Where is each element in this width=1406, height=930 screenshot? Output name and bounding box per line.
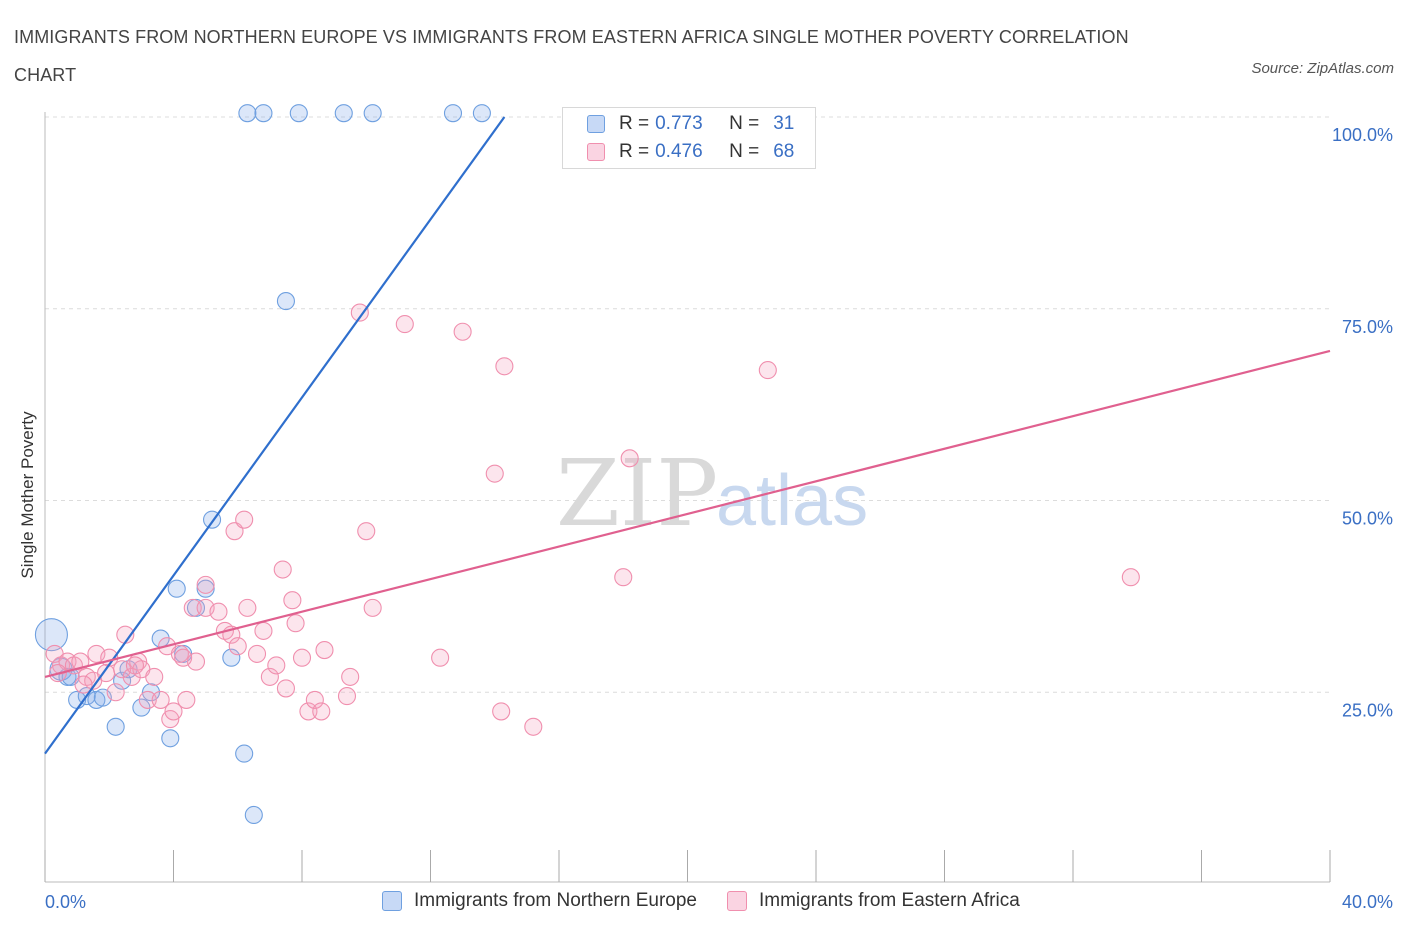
legend-row-northern-europe: R = 0.773 N = 31 — [587, 111, 794, 137]
data-point — [164, 702, 183, 721]
data-point — [357, 522, 376, 541]
data-point — [125, 656, 144, 675]
trend-line — [44, 116, 506, 755]
data-point — [167, 579, 186, 598]
data-point — [238, 104, 257, 123]
legend-item-northern-europe[interactable]: Immigrants from Northern Europe — [382, 890, 697, 912]
data-point — [145, 667, 164, 686]
data-point — [238, 598, 257, 617]
data-point — [286, 614, 305, 633]
y-tick-label: 100.0% — [1332, 125, 1393, 145]
data-point — [289, 104, 308, 123]
chart-title: IMMIGRANTS FROM NORTHERN EUROPE VS IMMIG… — [14, 27, 1129, 85]
data-point — [334, 104, 353, 123]
data-point — [431, 648, 450, 667]
data-point — [620, 449, 639, 468]
data-point — [492, 702, 511, 721]
data-point — [273, 560, 292, 579]
y-tick-label: 50.0% — [1342, 509, 1393, 529]
legend-swatch-blue — [382, 891, 402, 911]
data-point — [222, 648, 241, 667]
y-tick-label: 25.0% — [1342, 700, 1393, 720]
legend-r-value: 0.773 — [655, 113, 703, 134]
data-point — [106, 717, 125, 736]
legend-r-label: R = — [619, 113, 650, 134]
data-point — [299, 702, 318, 721]
data-point — [34, 618, 68, 652]
legend-series-name: Immigrants from Eastern Africa — [759, 890, 1020, 911]
y-tick-label: 75.0% — [1342, 317, 1393, 337]
data-point — [315, 641, 334, 660]
x-tick-label: 40.0% — [1342, 892, 1393, 912]
data-point — [196, 575, 215, 594]
data-point — [254, 621, 273, 640]
legend-n-value: 68 — [773, 141, 795, 162]
data-point — [138, 690, 157, 709]
data-point — [614, 568, 633, 587]
data-point — [495, 357, 514, 376]
legend-r-label: R = — [619, 141, 650, 162]
data-point — [472, 104, 491, 123]
stats-legend: R = 0.773 N = 31 R = 0.476 N = 68 — [562, 107, 816, 169]
legend-series-name: Immigrants from Northern Europe — [414, 890, 697, 911]
data-point — [196, 579, 215, 598]
data-point — [453, 322, 472, 341]
data-point — [132, 698, 151, 717]
data-point — [395, 315, 414, 334]
data-point — [341, 667, 360, 686]
legend-r-value: 0.476 — [655, 141, 703, 162]
legend-swatch-pink — [587, 143, 605, 161]
legend-item-eastern-africa[interactable]: Immigrants from Eastern Africa — [727, 890, 1020, 912]
data-point — [161, 729, 180, 748]
data-point — [247, 644, 267, 663]
legend-swatch-pink — [727, 891, 747, 911]
data-point — [267, 656, 286, 675]
data-point — [524, 717, 543, 736]
data-point — [283, 591, 302, 610]
data-point — [260, 667, 279, 686]
data-point — [276, 679, 295, 698]
data-point — [312, 702, 331, 721]
data-point — [350, 303, 369, 322]
data-point — [443, 104, 463, 123]
legend-swatch-blue — [587, 115, 605, 133]
data-point — [209, 602, 228, 621]
data-point — [292, 648, 312, 667]
data-point — [485, 464, 504, 483]
legend-n-label: N = — [729, 113, 760, 134]
data-point — [151, 690, 170, 709]
data-point — [758, 361, 777, 380]
data-point — [363, 598, 382, 617]
source-label: Source: ZipAtlas.com — [1251, 60, 1394, 77]
data-point — [276, 292, 295, 311]
data-point — [337, 687, 357, 706]
series-legend: Immigrants from Northern Europe Immigran… — [382, 890, 1050, 912]
data-point — [363, 104, 382, 123]
data-point — [244, 805, 263, 825]
data-point — [183, 598, 202, 617]
x-tick-label: 0.0% — [45, 892, 86, 912]
data-point — [254, 104, 273, 123]
legend-n-value: 31 — [773, 113, 795, 134]
watermark-zip: ZIP — [556, 440, 718, 547]
data-point — [177, 690, 196, 709]
trend-line — [44, 349, 1331, 678]
data-point — [228, 637, 247, 656]
legend-n-label: N = — [729, 141, 760, 162]
data-point — [174, 648, 193, 667]
data-point — [74, 675, 93, 694]
legend-row-eastern-africa: R = 0.476 N = 68 — [587, 139, 794, 165]
data-point — [235, 510, 254, 529]
data-point — [305, 690, 324, 709]
data-point — [122, 667, 141, 686]
data-point — [1121, 568, 1140, 587]
data-point — [106, 683, 125, 702]
data-point — [235, 744, 254, 763]
